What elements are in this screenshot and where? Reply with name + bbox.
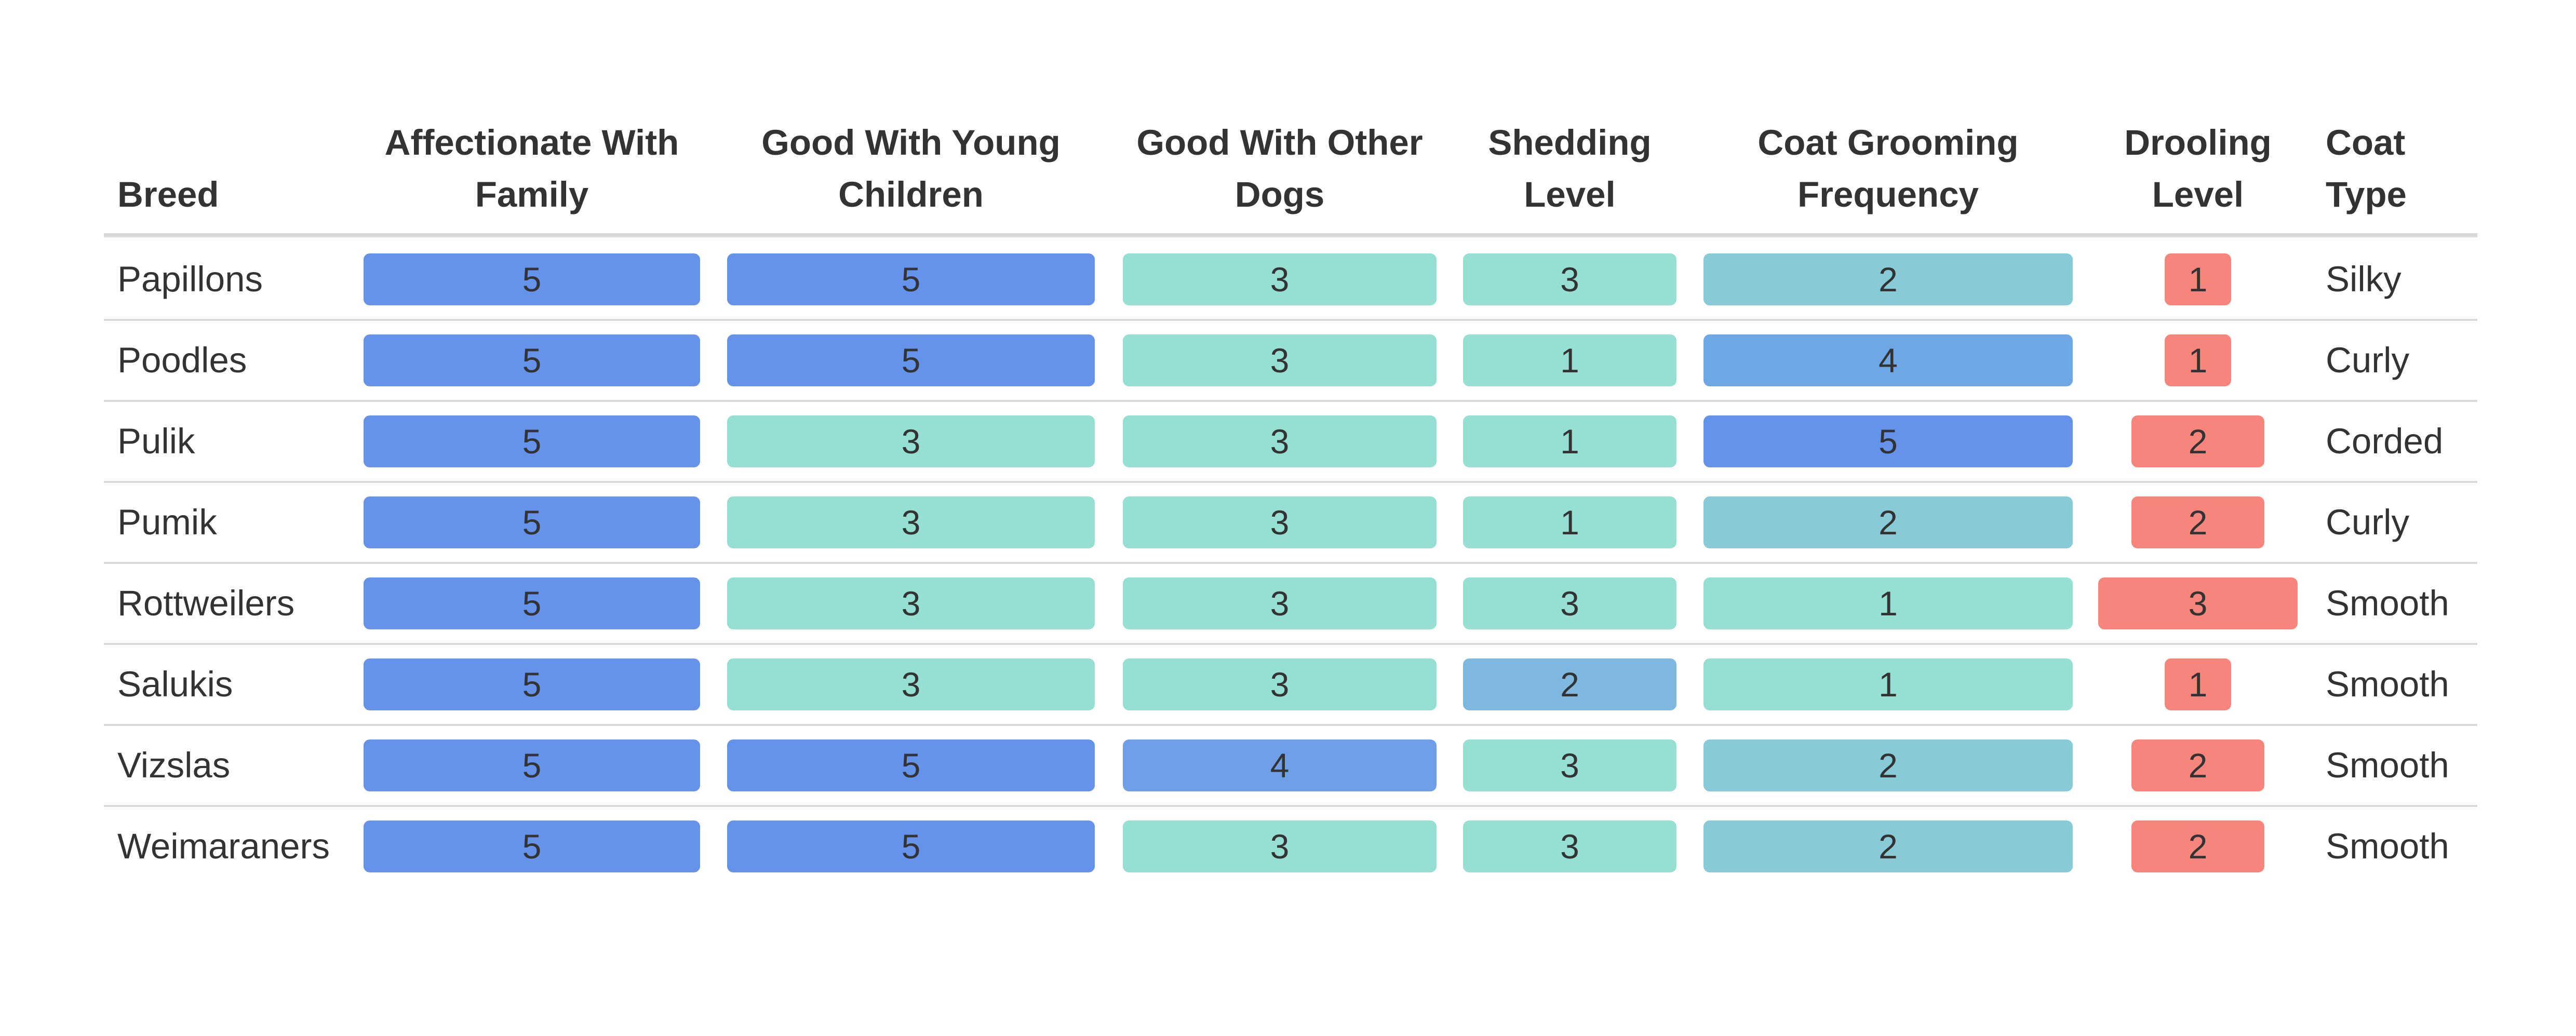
score-bar-young-children: 3 xyxy=(727,577,1095,629)
column-header-line: Type xyxy=(2326,174,2407,214)
score-bar-other-dogs: 3 xyxy=(1123,658,1437,710)
column-header-affectionate: Affectionate With Family xyxy=(364,117,700,221)
coat-type-cell: Curly xyxy=(2326,502,2410,542)
score-bar-young-children: 5 xyxy=(727,253,1095,305)
score-bar-shedding: 3 xyxy=(1463,820,1676,872)
column-header-line: Coat Grooming xyxy=(1757,123,2019,163)
column-header-line: Coat xyxy=(2326,123,2406,163)
score-bar-other-dogs: 4 xyxy=(1123,739,1437,791)
column-header-line: Good With Young xyxy=(761,123,1061,163)
breed-name-cell: Poodles xyxy=(117,340,247,380)
score-bar-affectionate: 5 xyxy=(364,496,700,548)
column-header-line: Shedding xyxy=(1488,123,1652,163)
coat-type-cell: Smooth xyxy=(2326,583,2449,623)
column-header-line: Children xyxy=(838,174,984,214)
header-divider xyxy=(104,233,2477,237)
score-bar-affectionate: 5 xyxy=(364,658,700,710)
coat-type-cell: Smooth xyxy=(2326,745,2449,785)
score-bar-shedding: 1 xyxy=(1463,496,1676,548)
breed-name-cell: Weimaraners xyxy=(117,826,330,866)
coat-type-cell: Smooth xyxy=(2326,826,2449,866)
score-bar-drooling: 3 xyxy=(2098,577,2298,629)
coat-type-cell: Smooth xyxy=(2326,664,2449,704)
column-header-coat-type: Coat Type xyxy=(2326,117,2476,221)
column-header-line: Family xyxy=(475,174,589,214)
row-divider xyxy=(104,643,2477,645)
column-header-line: Good With Other xyxy=(1136,123,1423,163)
score-bar-other-dogs: 3 xyxy=(1123,253,1437,305)
score-bar-other-dogs: 3 xyxy=(1123,820,1437,872)
breed-name-cell: Rottweilers xyxy=(117,583,295,623)
score-bar-drooling: 1 xyxy=(2165,334,2231,386)
score-bar-shedding: 1 xyxy=(1463,415,1676,467)
score-bar-young-children: 3 xyxy=(727,496,1095,548)
column-header-line: Affectionate With xyxy=(384,123,679,163)
score-bar-grooming: 2 xyxy=(1703,820,2073,872)
score-bar-grooming: 2 xyxy=(1703,739,2073,791)
score-bar-young-children: 3 xyxy=(727,658,1095,710)
score-bar-shedding: 3 xyxy=(1463,577,1676,629)
column-header-grooming: Coat Grooming Frequency xyxy=(1703,117,2073,221)
column-header-line: Dogs xyxy=(1235,174,1325,214)
coat-type-cell: Curly xyxy=(2326,340,2410,380)
score-bar-shedding: 3 xyxy=(1463,253,1676,305)
score-bar-other-dogs: 3 xyxy=(1123,577,1437,629)
score-bar-affectionate: 5 xyxy=(364,334,700,386)
score-bar-affectionate: 5 xyxy=(364,577,700,629)
column-header-breed: Breed xyxy=(117,169,356,221)
breed-name-cell: Pulik xyxy=(117,421,195,461)
column-header-line: Drooling xyxy=(2124,123,2272,163)
column-header-line: Level xyxy=(2152,174,2244,214)
score-bar-affectionate: 5 xyxy=(364,739,700,791)
score-bar-affectionate: 5 xyxy=(364,415,700,467)
row-divider xyxy=(104,400,2477,402)
score-bar-grooming: 2 xyxy=(1703,253,2073,305)
score-bar-young-children: 5 xyxy=(727,820,1095,872)
score-bar-drooling: 2 xyxy=(2131,496,2264,548)
score-bar-drooling: 2 xyxy=(2131,739,2264,791)
score-bar-grooming: 2 xyxy=(1703,496,2073,548)
row-divider xyxy=(104,805,2477,807)
score-bar-drooling: 2 xyxy=(2131,415,2264,467)
row-divider xyxy=(104,481,2477,483)
score-bar-affectionate: 5 xyxy=(364,820,700,872)
score-bar-grooming: 5 xyxy=(1703,415,2073,467)
column-header-other-dogs: Good With Other Dogs xyxy=(1123,117,1437,221)
column-header-young-children: Good With Young Children xyxy=(727,117,1095,221)
breed-name-cell: Vizslas xyxy=(117,745,231,785)
score-bar-shedding: 2 xyxy=(1463,658,1676,710)
score-bar-other-dogs: 3 xyxy=(1123,415,1437,467)
column-header-line: Breed xyxy=(117,174,219,214)
score-bar-grooming: 1 xyxy=(1703,658,2073,710)
score-bar-drooling: 1 xyxy=(2165,658,2231,710)
score-bar-young-children: 5 xyxy=(727,739,1095,791)
score-bar-affectionate: 5 xyxy=(364,253,700,305)
column-header-shedding: Shedding Level xyxy=(1463,117,1676,221)
coat-type-cell: Corded xyxy=(2326,421,2444,461)
breed-name-cell: Papillons xyxy=(117,259,263,299)
row-divider xyxy=(104,562,2477,564)
column-header-line: Level xyxy=(1524,174,1616,214)
breed-name-cell: Salukis xyxy=(117,664,233,704)
score-bar-grooming: 1 xyxy=(1703,577,2073,629)
row-divider xyxy=(104,724,2477,726)
score-bar-drooling: 2 xyxy=(2131,820,2264,872)
column-header-drooling: Drooling Level xyxy=(2098,117,2298,221)
score-bar-shedding: 3 xyxy=(1463,739,1676,791)
score-bar-young-children: 5 xyxy=(727,334,1095,386)
score-bar-young-children: 3 xyxy=(727,415,1095,467)
row-divider xyxy=(104,319,2477,321)
score-bar-shedding: 1 xyxy=(1463,334,1676,386)
coat-type-cell: Silky xyxy=(2326,259,2401,299)
column-header-line: Frequency xyxy=(1797,174,1979,214)
score-bar-drooling: 1 xyxy=(2165,253,2231,305)
breed-name-cell: Pumik xyxy=(117,502,217,542)
score-bar-grooming: 4 xyxy=(1703,334,2073,386)
score-bar-other-dogs: 3 xyxy=(1123,334,1437,386)
score-bar-other-dogs: 3 xyxy=(1123,496,1437,548)
